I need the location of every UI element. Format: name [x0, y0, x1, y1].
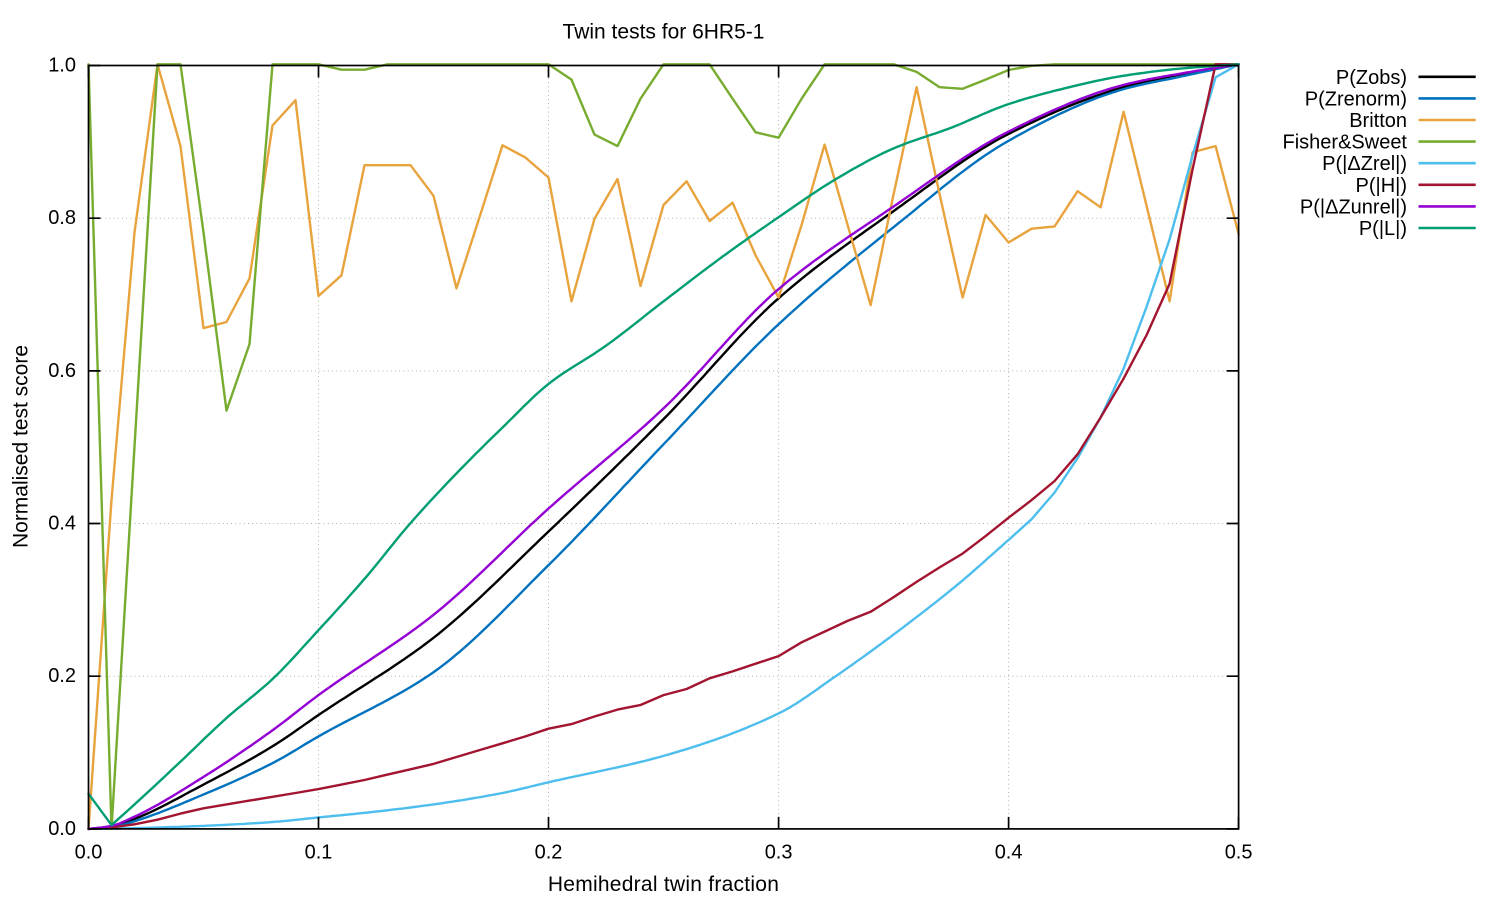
svg-text:1.0: 1.0 [48, 55, 76, 77]
svg-text:0.2: 0.2 [48, 665, 76, 687]
svg-text:0.0: 0.0 [48, 818, 76, 840]
svg-text:0.1: 0.1 [305, 842, 333, 864]
svg-text:P(|L|): P(|L|) [1359, 218, 1407, 240]
svg-text:0.5: 0.5 [1225, 842, 1253, 864]
svg-text:0.3: 0.3 [765, 842, 793, 864]
svg-text:0.4: 0.4 [48, 513, 76, 535]
svg-text:Fisher&Sweet: Fisher&Sweet [1283, 132, 1408, 154]
svg-text:P(|ΔZunrel|): P(|ΔZunrel|) [1300, 196, 1407, 218]
svg-text:0.8: 0.8 [48, 207, 76, 229]
svg-text:Britton: Britton [1349, 110, 1407, 132]
svg-text:0.4: 0.4 [995, 842, 1023, 864]
svg-text:P(Zrenorm): P(Zrenorm) [1305, 88, 1407, 110]
svg-text:0.0: 0.0 [75, 842, 103, 864]
svg-text:Normalised test score: Normalised test score [10, 345, 33, 548]
svg-text:0.6: 0.6 [48, 360, 76, 382]
svg-text:Twin tests for 6HR5-1: Twin tests for 6HR5-1 [563, 21, 765, 44]
svg-text:P(|H|): P(|H|) [1356, 175, 1408, 197]
svg-text:Hemihedral twin fraction: Hemihedral twin fraction [548, 873, 779, 896]
svg-text:P(|ΔZrel|): P(|ΔZrel|) [1322, 153, 1407, 175]
svg-text:P(Zobs): P(Zobs) [1336, 67, 1407, 89]
svg-text:0.2: 0.2 [535, 842, 563, 864]
